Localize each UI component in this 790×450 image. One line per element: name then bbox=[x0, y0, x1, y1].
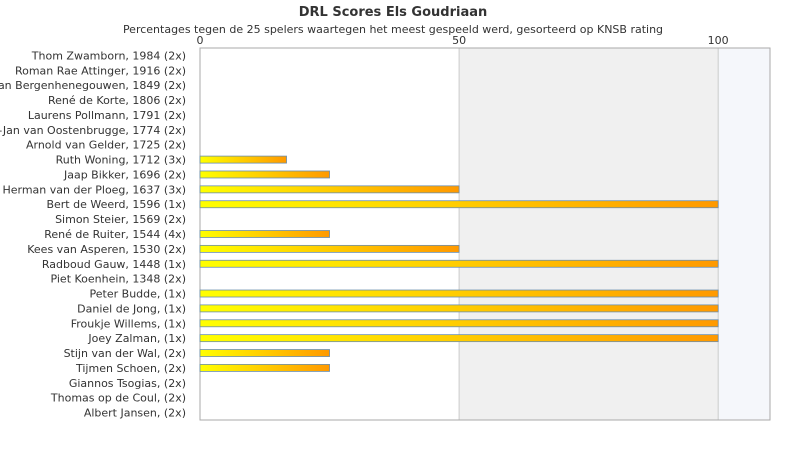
category-label: Bart-Jan van Oostenbrugge, 1774 (2x) bbox=[0, 124, 186, 137]
category-label: Peter Budde, (1x) bbox=[90, 288, 186, 301]
chart-title: DRL Scores Els Goudriaan bbox=[299, 5, 488, 20]
category-label: Kees van Asperen, 1530 (2x) bbox=[27, 243, 186, 256]
category-label: Jaap Bikker, 1696 (2x) bbox=[63, 168, 186, 181]
category-label: René de Korte, 1806 (2x) bbox=[48, 94, 186, 107]
category-label: Tijmen Schoen, (2x) bbox=[75, 362, 186, 375]
bar bbox=[199, 349, 330, 357]
category-label: Bert de Weerd, 1596 (1x) bbox=[46, 198, 186, 211]
category-label: Stijn van der Wal, (2x) bbox=[64, 347, 186, 360]
category-label: Albert Jansen, (2x) bbox=[84, 407, 186, 420]
category-label: Radboud Gauw, 1448 (1x) bbox=[42, 258, 186, 271]
bar bbox=[199, 170, 330, 179]
plot-area: 0 50 100 Thom Zwamborn, 1984 (2x) Roman Rae … bbox=[0, 34, 771, 421]
category-label: Ruth Woning, 1712 (3x) bbox=[56, 154, 186, 167]
category-label: Thom Zwamborn, 1984 (2x) bbox=[31, 49, 186, 62]
plot-band bbox=[718, 48, 770, 420]
category-label: Froukje Willems, (1x) bbox=[71, 317, 186, 330]
tick-label: 50 bbox=[452, 34, 466, 47]
tick-label: 0 bbox=[197, 34, 204, 47]
category-label: Thomas op de Coul, (2x) bbox=[50, 392, 186, 405]
category-label: Laurens Pollmann, 1791 (2x) bbox=[28, 109, 186, 122]
bar bbox=[199, 200, 719, 209]
bar bbox=[199, 185, 460, 194]
category-label: René de Ruiter, 1544 (4x) bbox=[44, 228, 186, 241]
chart-subtitle: Percentages tegen de 25 spelers waartege… bbox=[123, 23, 663, 36]
category-label: Joey Zalman, (1x) bbox=[87, 332, 186, 345]
plot-band bbox=[459, 48, 719, 420]
bar bbox=[199, 230, 330, 238]
category-label: Giannos Tsogias, (2x) bbox=[69, 377, 186, 390]
bar bbox=[199, 319, 719, 328]
bar bbox=[199, 364, 330, 372]
category-label: Arnold van Gelder, 1725 (2x) bbox=[26, 139, 186, 152]
bar bbox=[199, 244, 460, 253]
bar bbox=[199, 334, 719, 343]
tick-label: 100 bbox=[708, 34, 729, 47]
bar bbox=[199, 289, 719, 298]
category-label: Herman van der Ploeg, 1637 (3x) bbox=[2, 183, 186, 196]
category-label: Roman Rae Attinger, 1916 (2x) bbox=[15, 64, 186, 77]
bar bbox=[199, 155, 287, 164]
category-label: Daniel de Jong, (1x) bbox=[77, 302, 186, 315]
bar bbox=[199, 304, 719, 313]
bar bbox=[199, 259, 719, 268]
category-label: Piet Koenhein, 1348 (2x) bbox=[50, 273, 186, 286]
category-label: Rob van Bergenhenegouwen, 1849 (2x) bbox=[0, 79, 186, 92]
category-label: Simon Steier, 1569 (2x) bbox=[55, 213, 186, 226]
